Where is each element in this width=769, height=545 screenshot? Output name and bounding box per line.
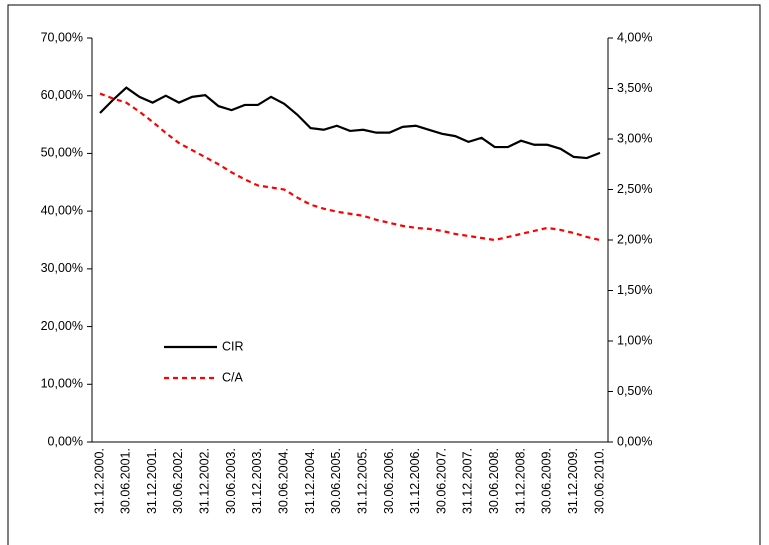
series-line xyxy=(99,86,601,160)
y2-tick-label: 4,00% xyxy=(617,30,652,44)
y2-tick-label: 0,00% xyxy=(617,434,652,448)
x-tick-label: 30.06.2002. xyxy=(171,448,185,514)
x-tick-label: 31.12.2009. xyxy=(566,448,580,514)
x-tick-label: 31.12.2002. xyxy=(198,448,212,514)
x-tick-label: 30.06.2001. xyxy=(119,448,133,514)
y2-tick-label: 2,00% xyxy=(617,232,652,246)
x-tick-label: 31.12.2005. xyxy=(355,448,369,514)
y2-tick-label: 3,00% xyxy=(617,131,652,145)
y-tick-label: 60,00% xyxy=(41,88,83,102)
y-tick-label: 50,00% xyxy=(41,146,83,160)
x-tick-label: 31.12.2001. xyxy=(145,448,159,514)
x-tick-label: 30.06.2003. xyxy=(224,448,238,514)
x-tick-label: 30.06.2007. xyxy=(434,448,448,514)
y2-tick-label: 3,50% xyxy=(617,81,652,95)
x-tick-label: 30.06.2004. xyxy=(277,448,291,514)
y-tick-label: 40,00% xyxy=(41,203,83,217)
y2-tick-label: 1,00% xyxy=(617,333,652,347)
x-tick-label: 30.06.2005. xyxy=(329,448,343,514)
legend-label: CIR xyxy=(222,339,244,353)
y2-tick-label: 2,50% xyxy=(617,182,652,196)
x-tick-label: 31.12.2003. xyxy=(250,448,264,514)
x-tick-label: 31.12.2006. xyxy=(408,448,422,514)
y-tick-label: 20,00% xyxy=(41,319,83,333)
series-line xyxy=(99,92,601,242)
y-tick-label: 10,00% xyxy=(41,377,83,391)
x-tick-label: 30.06.2010. xyxy=(592,448,606,514)
y-tick-label: 0,00% xyxy=(48,434,83,448)
y2-tick-label: 1,50% xyxy=(617,283,652,297)
x-tick-label: 31.12.2000. xyxy=(92,448,106,514)
chart-frame xyxy=(7,4,761,545)
x-tick-label: 31.12.2004. xyxy=(303,448,317,514)
legend-label: C/A xyxy=(222,370,244,384)
y-tick-label: 70,00% xyxy=(41,30,83,44)
x-tick-label: 31.12.2007. xyxy=(461,448,475,514)
x-tick-label: 30.06.2008. xyxy=(487,448,501,514)
y-tick-label: 30,00% xyxy=(41,261,83,275)
y2-tick-label: 0,50% xyxy=(617,384,652,398)
x-tick-label: 31.12.2008. xyxy=(513,448,527,514)
x-tick-label: 30.06.2006. xyxy=(382,448,396,514)
x-tick-label: 30.06.2009. xyxy=(540,448,554,514)
